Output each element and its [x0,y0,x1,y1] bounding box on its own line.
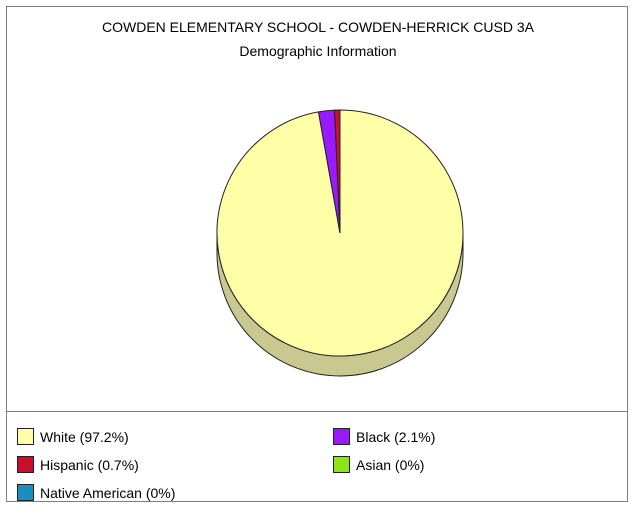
legend-swatch-hispanic [17,456,34,473]
pie-chart [216,109,464,377]
legend-swatch-black [333,428,350,445]
chart-title: COWDEN ELEMENTARY SCHOOL - COWDEN-HERRIC… [102,19,534,35]
legend-item-asian: Asian (0%) [333,456,424,473]
legend-swatch-white [17,428,34,445]
legend-item-white: White (97.2%) [17,428,129,445]
legend-swatch-asian [333,456,350,473]
legend-label-native-american: Native American (0%) [40,484,176,501]
legend-label-hispanic: Hispanic (0.7%) [40,456,139,473]
legend-swatch-native-american [17,484,34,501]
chart-frame: COWDEN ELEMENTARY SCHOOL - COWDEN-HERRIC… [6,6,628,502]
chart-subtitle: Demographic Information [239,43,397,59]
legend: White (97.2%) Black (2.1%) Hispanic (0.7… [7,411,627,502]
pie-slice-hispanic [334,109,341,234]
legend-label-white: White (97.2%) [40,428,129,445]
legend-item-hispanic: Hispanic (0.7%) [17,456,139,473]
legend-label-black: Black (2.1%) [356,428,436,445]
legend-item-black: Black (2.1%) [333,428,435,445]
legend-label-asian: Asian (0%) [356,456,425,473]
chart-area: COWDEN ELEMENTARY SCHOOL - COWDEN-HERRIC… [7,7,629,411]
legend-item-native-american: Native American (0%) [17,484,175,501]
